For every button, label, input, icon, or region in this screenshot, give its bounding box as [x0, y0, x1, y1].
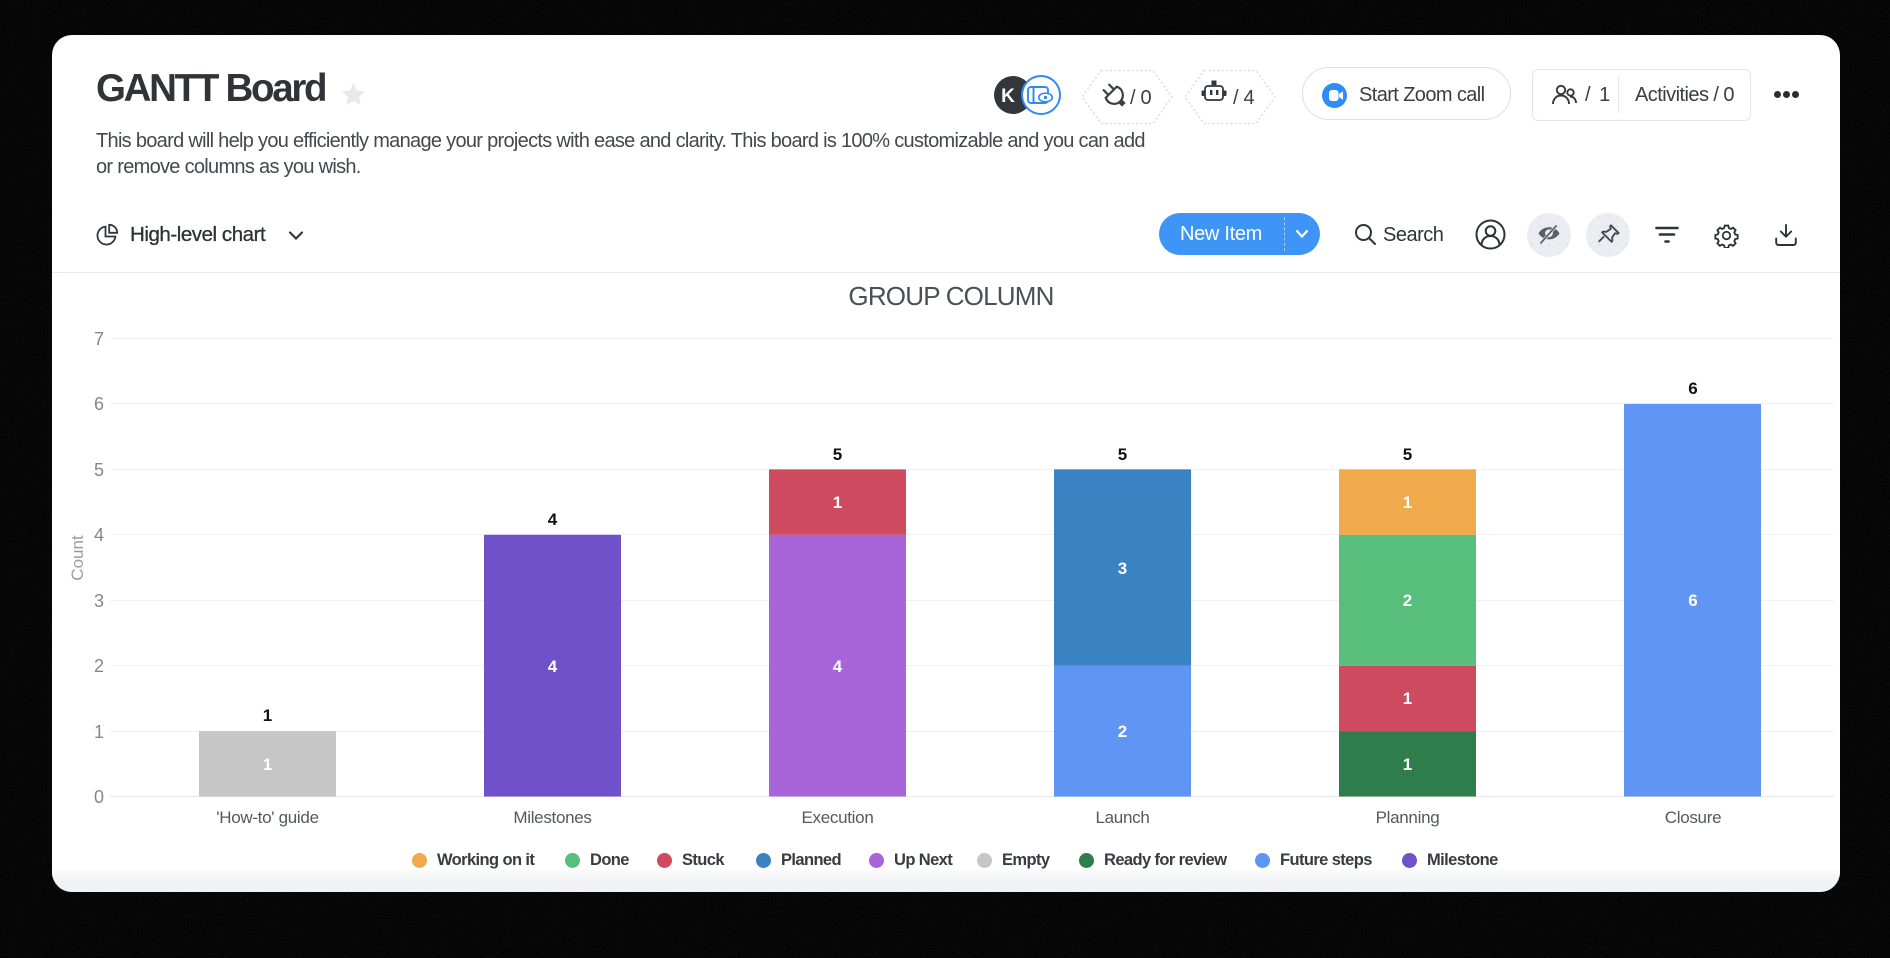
svg-text:6: 6 — [1688, 379, 1697, 398]
svg-text:5: 5 — [1118, 445, 1127, 464]
svg-text:1: 1 — [94, 722, 104, 742]
svg-text:1: 1 — [1403, 493, 1412, 512]
svg-text:5: 5 — [833, 445, 842, 464]
svg-text:6: 6 — [94, 394, 104, 414]
svg-text:1: 1 — [1403, 755, 1412, 774]
svg-text:Count: Count — [68, 535, 87, 581]
svg-text:5: 5 — [94, 460, 104, 480]
svg-text:6: 6 — [1688, 591, 1697, 610]
svg-text:4: 4 — [94, 525, 104, 545]
svg-text:Planning: Planning — [1376, 808, 1440, 827]
svg-text:1: 1 — [263, 706, 272, 725]
svg-text:5: 5 — [1403, 445, 1412, 464]
svg-text:4: 4 — [548, 657, 558, 676]
svg-text:4: 4 — [833, 657, 843, 676]
svg-text:Execution: Execution — [802, 808, 874, 827]
svg-text:0: 0 — [94, 787, 104, 807]
svg-text:7: 7 — [94, 329, 104, 349]
svg-text:3: 3 — [94, 591, 104, 611]
svg-text:4: 4 — [548, 510, 558, 529]
svg-text:'How-to' guide: 'How-to' guide — [216, 808, 318, 827]
svg-text:3: 3 — [1118, 559, 1127, 578]
svg-text:1: 1 — [833, 493, 842, 512]
svg-text:/ 4: / 4 — [1233, 87, 1255, 109]
svg-text:1: 1 — [1403, 689, 1412, 708]
svg-text:/ 0: / 0 — [1130, 87, 1152, 109]
svg-text:2: 2 — [1118, 722, 1127, 741]
svg-text:Launch: Launch — [1096, 808, 1150, 827]
svg-text:1: 1 — [263, 755, 272, 774]
svg-text:2: 2 — [1403, 591, 1412, 610]
svg-text:Closure: Closure — [1665, 808, 1721, 827]
svg-text:Milestones: Milestones — [513, 808, 591, 827]
svg-text:2: 2 — [94, 656, 104, 676]
